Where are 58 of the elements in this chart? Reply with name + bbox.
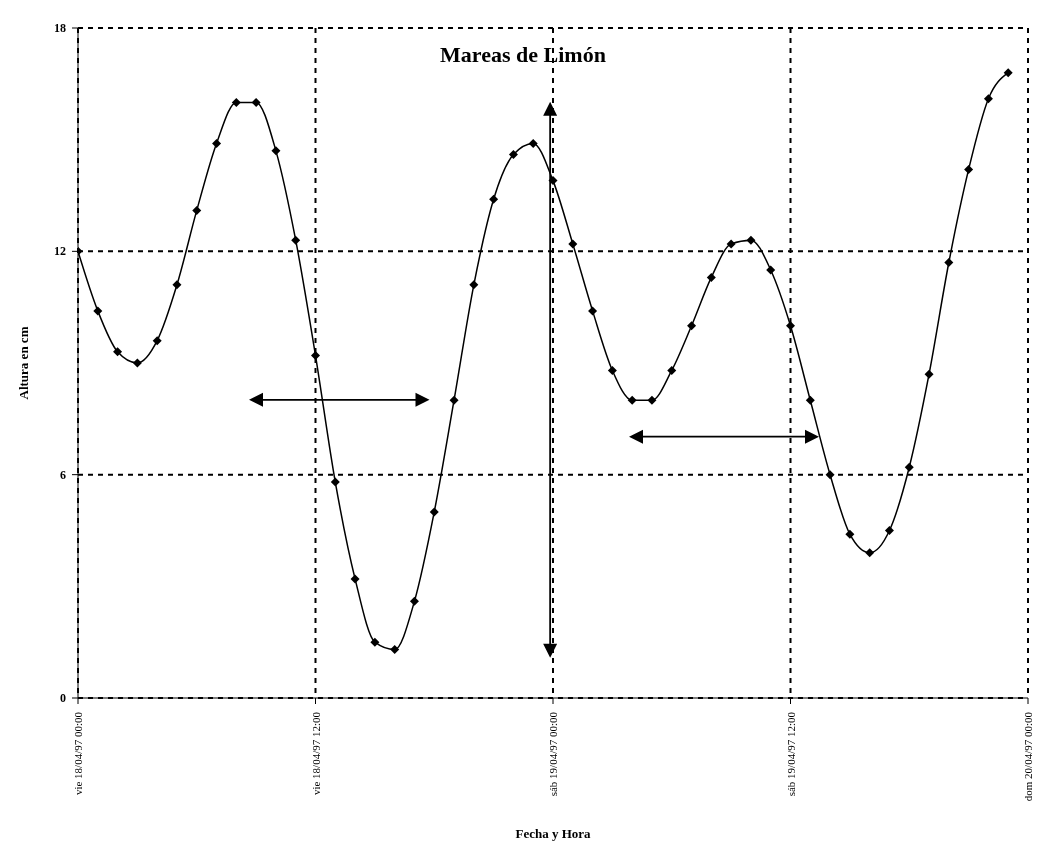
point <box>489 194 499 204</box>
text: Mareas de Limón <box>439 42 607 68</box>
point <box>93 306 103 316</box>
point <box>291 235 301 245</box>
point <box>172 280 182 290</box>
point <box>330 477 340 487</box>
x-axis-title: Fecha y Hora <box>515 826 592 841</box>
point <box>449 395 459 405</box>
point <box>469 280 479 290</box>
point <box>983 94 993 104</box>
point <box>627 395 637 405</box>
point <box>350 574 360 584</box>
point <box>390 645 400 655</box>
point <box>271 146 281 156</box>
point <box>845 529 855 539</box>
point <box>766 265 776 275</box>
point <box>884 526 894 535</box>
x-tick-label: sáb 19/04/97 12:00 <box>784 711 797 797</box>
point <box>508 150 518 160</box>
point <box>528 138 538 148</box>
point <box>607 365 617 375</box>
x-tick-label: vie 18/04/97 00:00 <box>72 711 84 796</box>
point <box>964 164 974 174</box>
point <box>588 306 598 316</box>
point <box>647 395 657 405</box>
y-tick-label: 18 <box>54 21 66 35</box>
point <box>251 97 261 107</box>
point <box>667 365 677 375</box>
point <box>924 369 934 379</box>
x-tick-label: dom 20/04/97 00:00 <box>1022 711 1034 802</box>
point <box>904 462 914 472</box>
point <box>805 395 815 405</box>
y-tick-label: 6 <box>60 467 66 482</box>
x-tick-label: vie 18/04/97 12:00 <box>309 711 322 796</box>
point <box>231 97 241 107</box>
point <box>865 548 875 558</box>
point <box>825 470 835 480</box>
point <box>212 138 222 148</box>
point <box>113 347 123 357</box>
point <box>786 321 795 331</box>
point <box>944 258 954 267</box>
y-tick-label: 12 <box>54 244 66 259</box>
point <box>429 507 439 517</box>
point <box>568 239 578 249</box>
point <box>192 205 202 215</box>
point <box>370 637 380 647</box>
y-axis-title: Altura en cm <box>15 326 31 400</box>
y-tick-label: 0 <box>60 691 66 705</box>
point <box>409 596 419 606</box>
point <box>132 358 142 368</box>
x-tick-label: sáb 19/04/97 00:00 <box>547 711 559 797</box>
point <box>706 272 716 282</box>
point <box>1003 68 1013 78</box>
point <box>687 321 697 331</box>
point <box>311 351 320 361</box>
point <box>152 336 162 346</box>
point <box>726 239 736 249</box>
point <box>746 235 756 245</box>
